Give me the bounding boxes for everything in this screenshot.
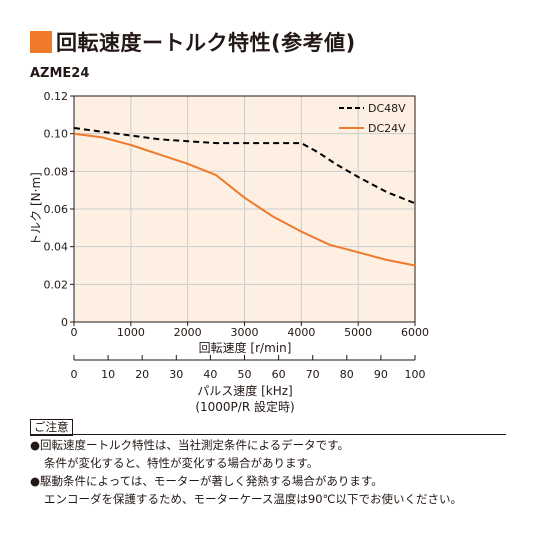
page-title: 回転速度ートルク特性(参考値) — [56, 31, 356, 55]
notes-divider — [30, 434, 506, 435]
y-tick-label: 0.08 — [44, 165, 69, 178]
legend: DC48V DC24V — [339, 102, 406, 135]
note-line-1: ●回転速度ートルク特性は、当社測定条件によるデータです。 — [30, 438, 350, 452]
title-row: 回転速度ートルク特性(参考値) — [30, 28, 356, 56]
grid-lines — [74, 96, 415, 322]
model-name: AZME24 — [30, 66, 90, 81]
torque-speed-chart: 00.020.040.060.080.100.12 0 1000 2000 3000 4… — [29, 90, 429, 414]
x-tick-label: 3000 — [231, 326, 259, 339]
pulse-axis-ticks: 0 10 20 30 40 50 60 70 80 90 100 — [71, 355, 426, 381]
note-line-3: ●駆動条件によっては、モーターが著しく発熱する場合があります。 — [30, 474, 383, 488]
pulse-tick-label: 80 — [340, 368, 354, 381]
y-tick-label: 0 — [61, 316, 68, 329]
x-tick-label: 1000 — [117, 326, 145, 339]
pulse-tick-label: 50 — [238, 368, 252, 381]
y-tick-label: 0.02 — [44, 278, 69, 291]
pulse-axis-sublabel: (1000P/R 設定時) — [195, 399, 294, 414]
x-tick-label: 5000 — [344, 326, 372, 339]
pulse-tick-label: 70 — [306, 368, 320, 381]
pulse-tick-label: 10 — [101, 368, 115, 381]
x-axis-ticks: 0 1000 2000 3000 4000 5000 6000 — [71, 322, 429, 339]
y-axis-label: トルク [N·m] — [29, 172, 43, 246]
note-line-2: 条件が変化すると、特性が変化する場合があります。 — [44, 456, 319, 470]
x-tick-label: 2000 — [174, 326, 202, 339]
y-tick-label: 0.06 — [44, 203, 69, 216]
pulse-tick-label: 30 — [169, 368, 183, 381]
legend-label-dc24v: DC24V — [368, 122, 406, 135]
title-square-icon — [30, 31, 52, 53]
notes-section: ご注意 ●回転速度ートルク特性は、当社測定条件によるデータです。 条件が変化する… — [30, 418, 462, 508]
y-tick-label: 0.12 — [44, 90, 69, 103]
pulse-axis-label: パルス速度 [kHz] — [197, 383, 292, 398]
series-line-dc48v — [73, 127, 416, 205]
y-axis-ticks: 0 0.02 0.04 0.06 0.08 0.10 0.12 — [44, 90, 74, 329]
x-tick-label: 6000 — [401, 326, 429, 339]
x-tick-label: 0 — [71, 326, 78, 339]
series-line-dc24v — [73, 132, 416, 267]
pulse-tick-label: 100 — [405, 368, 426, 381]
pulse-tick-label: 0 — [71, 368, 78, 381]
series-layer — [73, 127, 416, 267]
pulse-tick-label: 60 — [272, 368, 286, 381]
pulse-tick-label: 90 — [374, 368, 388, 381]
y-tick-label: 0.04 — [44, 241, 69, 254]
legend-label-dc48v: DC48V — [368, 102, 406, 115]
pulse-tick-label: 20 — [135, 368, 149, 381]
x-axis-label: 回転速度 [r/min] — [199, 340, 292, 355]
notes-heading: ご注意 — [30, 419, 73, 436]
x-tick-label: 4000 — [287, 326, 315, 339]
note-line-4: エンコーダを保護するため、モーターケース温度は90℃以下でお使いください。 — [44, 492, 462, 506]
pulse-tick-label: 40 — [203, 368, 217, 381]
y-tick-label: 0.10 — [44, 128, 69, 141]
